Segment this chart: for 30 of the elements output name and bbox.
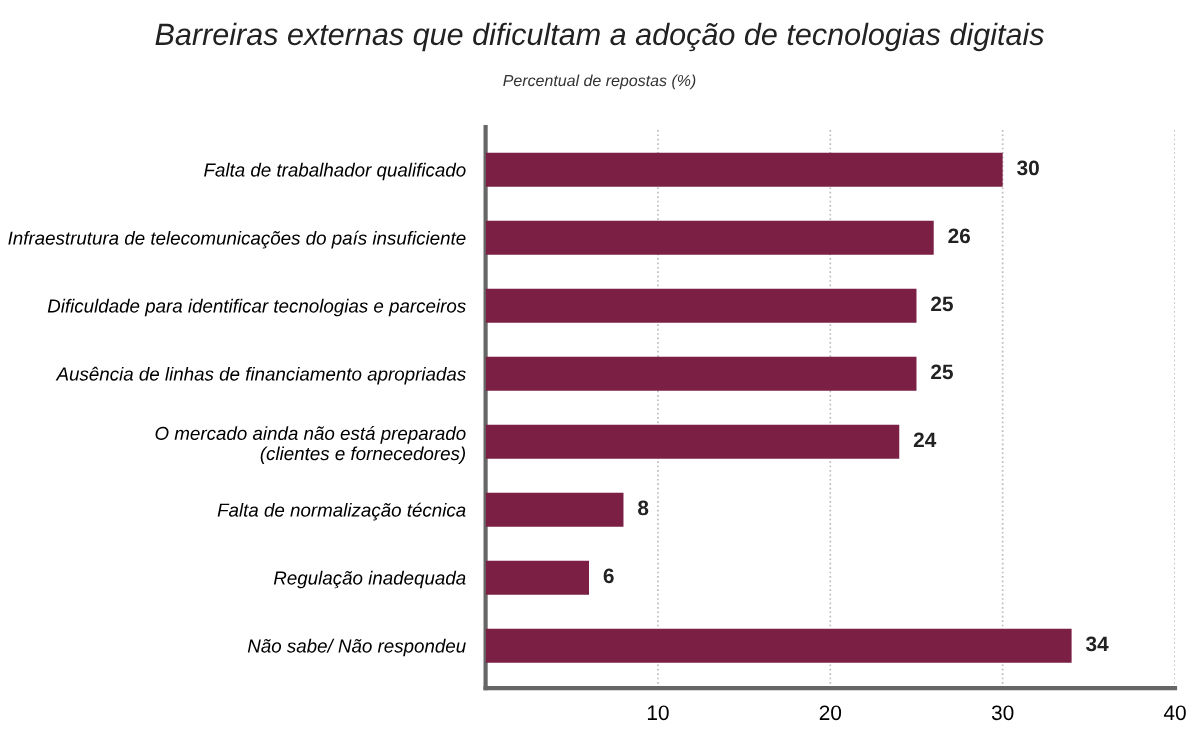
data-label: 25 <box>931 296 953 312</box>
data-label: 25 <box>931 364 953 380</box>
y-tick-label: Não sabe/ Não respondeu <box>247 638 466 657</box>
y-tick-label: Infraestrutura de telecomunicações do país insuficiente <box>8 230 466 249</box>
bar <box>485 492 624 527</box>
data-label: 8 <box>638 500 649 516</box>
x-tick-label: 40 <box>1163 705 1186 721</box>
bar <box>485 628 1072 663</box>
bar <box>485 288 917 323</box>
data-label: 6 <box>603 568 614 584</box>
y-tick-label: O mercado ainda não está preparado (clientes e fornecedores) <box>155 426 466 464</box>
bar <box>485 424 900 459</box>
y-tick-label: Ausência de linhas de financiamento apropriadas <box>55 366 466 385</box>
bar <box>485 220 934 255</box>
y-tick-label: Dificuldade para identificar tecnologias e parceiros <box>47 298 466 317</box>
y-tick-label: Falta de normalização técnica <box>217 502 466 521</box>
bar <box>485 152 1003 187</box>
x-tick-label: 30 <box>991 705 1014 721</box>
bar <box>485 560 590 595</box>
y-tick-label: Regulação inadequada <box>273 570 466 589</box>
x-tick-label: 20 <box>819 705 842 721</box>
y-tick-label: Falta de trabalhador qualificado <box>204 162 466 181</box>
data-label: 26 <box>948 228 971 244</box>
bar <box>485 356 917 391</box>
data-label: 34 <box>1085 636 1109 652</box>
x-tick-label: 10 <box>647 705 669 721</box>
data-label: 24 <box>913 432 937 448</box>
chart-title: Barreiras externas que dificultam a adoção de tecnologias digitais <box>155 22 1044 52</box>
chart-subtitle: Percentual de repostas (%) <box>503 74 696 90</box>
data-label: 30 <box>1017 160 1039 176</box>
